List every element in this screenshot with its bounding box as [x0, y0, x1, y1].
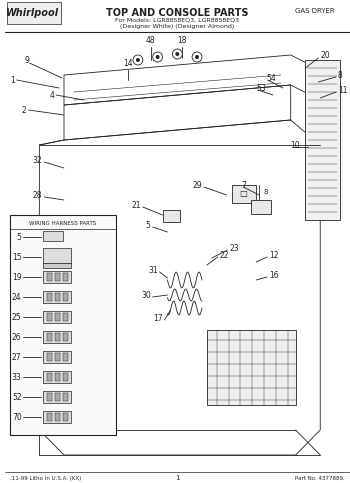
Bar	[55, 373, 60, 381]
Bar	[47, 313, 52, 321]
Text: 22: 22	[220, 251, 229, 259]
Text: 10: 10	[290, 141, 300, 150]
Bar	[47, 413, 52, 421]
Text: 33: 33	[12, 372, 22, 382]
Bar	[43, 311, 71, 323]
Text: 26: 26	[12, 332, 22, 341]
Bar	[10, 215, 116, 435]
Text: 16: 16	[269, 270, 279, 280]
Text: 52: 52	[12, 393, 22, 401]
Text: 54: 54	[266, 73, 276, 83]
Bar	[207, 330, 296, 405]
Bar	[7, 2, 61, 24]
Bar	[47, 373, 52, 381]
Text: 31: 31	[148, 266, 158, 274]
Text: Part No. 4377889,: Part No. 4377889,	[295, 475, 345, 481]
Text: 48: 48	[146, 36, 155, 45]
Bar	[43, 291, 71, 303]
Bar	[63, 313, 68, 321]
Text: □: □	[239, 188, 247, 198]
Text: 27: 27	[12, 353, 22, 361]
Bar	[43, 411, 71, 423]
Text: 20: 20	[320, 51, 330, 59]
Text: 28: 28	[33, 190, 42, 199]
Circle shape	[195, 55, 199, 59]
Bar	[63, 413, 68, 421]
Bar	[162, 210, 180, 222]
Text: For Models: LGR8858EQ3, LGR8858EQ3: For Models: LGR8858EQ3, LGR8858EQ3	[115, 17, 239, 22]
Bar	[47, 293, 52, 301]
Bar	[43, 391, 71, 403]
Text: 15: 15	[12, 253, 22, 261]
Circle shape	[136, 58, 140, 62]
Text: 17: 17	[153, 313, 162, 323]
Text: ,11-99 Litho In U.S.A. (KX): ,11-99 Litho In U.S.A. (KX)	[10, 475, 81, 481]
Bar	[251, 200, 271, 214]
Bar	[47, 273, 52, 281]
Bar	[63, 353, 68, 361]
Text: 18: 18	[177, 36, 187, 45]
Text: 5: 5	[146, 221, 151, 229]
Text: 14: 14	[123, 59, 133, 68]
Text: 5: 5	[17, 232, 22, 242]
Bar	[47, 353, 52, 361]
Bar	[47, 393, 52, 401]
Text: 4: 4	[49, 90, 54, 99]
Bar	[47, 333, 52, 341]
Bar	[55, 393, 60, 401]
Text: 9: 9	[25, 56, 29, 65]
Bar	[63, 373, 68, 381]
Bar	[55, 413, 60, 421]
Text: 1: 1	[10, 75, 15, 85]
Text: 21: 21	[131, 200, 141, 210]
Bar	[55, 353, 60, 361]
Text: 1: 1	[175, 475, 180, 481]
Text: 53: 53	[256, 84, 266, 93]
Text: 29: 29	[193, 181, 202, 189]
Bar	[55, 293, 60, 301]
Bar	[232, 185, 256, 203]
Text: GAS DRYER: GAS DRYER	[295, 8, 335, 14]
Bar	[55, 333, 60, 341]
Text: 32: 32	[33, 156, 42, 165]
Bar	[43, 231, 63, 241]
Bar	[63, 273, 68, 281]
Bar	[63, 333, 68, 341]
Bar	[63, 293, 68, 301]
Text: Whirlpool: Whirlpool	[6, 8, 59, 18]
Bar	[63, 393, 68, 401]
Circle shape	[175, 52, 179, 56]
Text: 8: 8	[338, 71, 343, 80]
Bar	[43, 271, 71, 283]
Text: 8: 8	[263, 189, 267, 195]
Bar	[43, 351, 71, 363]
Bar	[306, 60, 340, 220]
Bar	[43, 248, 71, 263]
Text: 2: 2	[22, 105, 27, 114]
Text: WIRING HARNESS PARTS: WIRING HARNESS PARTS	[29, 221, 97, 226]
Bar	[43, 371, 71, 383]
Text: 11: 11	[338, 85, 348, 95]
Text: (Designer White) (Designer Almond): (Designer White) (Designer Almond)	[120, 24, 234, 29]
Bar	[55, 273, 60, 281]
Bar	[43, 263, 71, 268]
Bar	[55, 313, 60, 321]
Text: 30: 30	[141, 290, 151, 299]
Text: 23: 23	[230, 243, 239, 253]
Text: 7: 7	[241, 181, 246, 189]
Circle shape	[156, 55, 160, 59]
Text: 19: 19	[12, 272, 22, 282]
Text: 12: 12	[269, 251, 279, 259]
Text: 24: 24	[12, 293, 22, 301]
Text: 70: 70	[12, 412, 22, 422]
Bar	[43, 331, 71, 343]
Text: TOP AND CONSOLE PARTS: TOP AND CONSOLE PARTS	[106, 8, 248, 18]
Text: 25: 25	[12, 313, 22, 322]
